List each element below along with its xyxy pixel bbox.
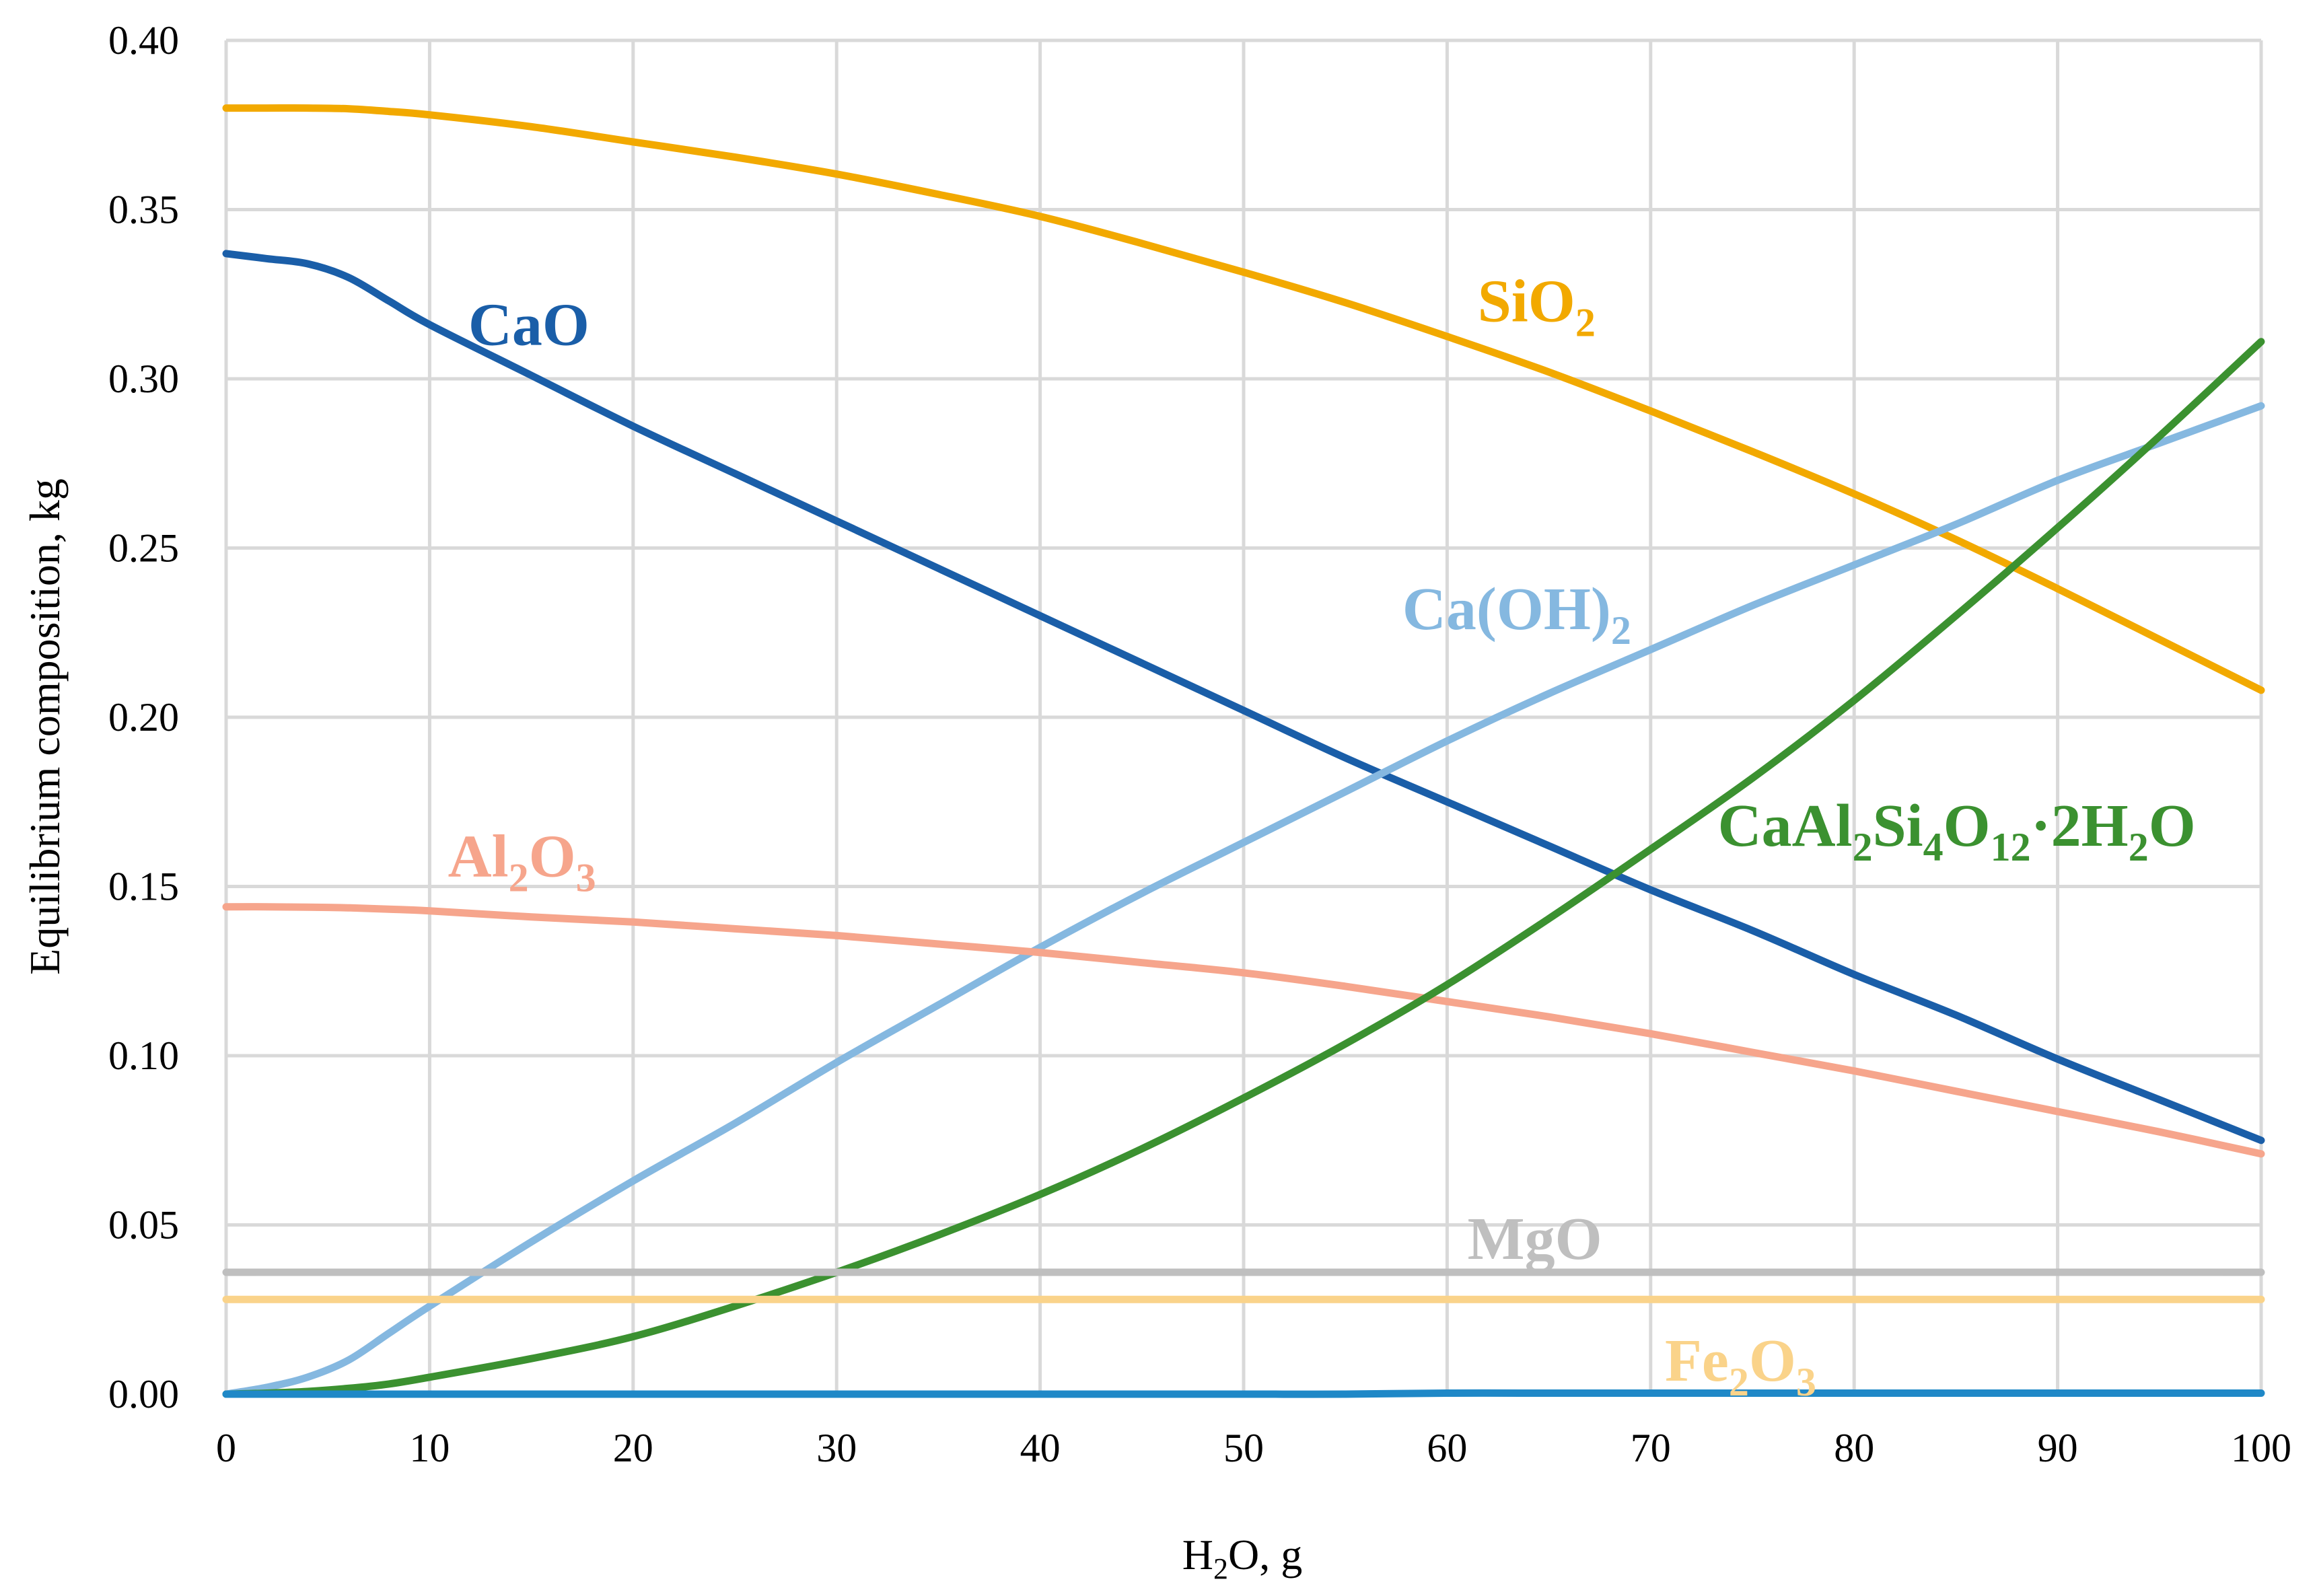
series-label-part: O [2149, 793, 2196, 859]
series-label-sio2: SiO2 [1478, 268, 1596, 344]
series-label-al2o3: Al2O3 [448, 823, 596, 900]
series-line-caal2si4o12 [222, 338, 2265, 1398]
series-labels: SiO2CaOCa(OH)2Al2O3CaAl2Si4O12·2H2OMgOFe… [448, 268, 2196, 1404]
series-lines [222, 104, 2265, 1398]
x-tick-label: 60 [1427, 1426, 1467, 1470]
x-tick-label: 10 [409, 1426, 450, 1470]
y-tick-label: 0.05 [108, 1203, 179, 1247]
series-label-part: CaO [468, 292, 590, 359]
series-label-fe2o3: Fe2O3 [1665, 1328, 1816, 1404]
series-label-part: O [1944, 793, 1991, 859]
y-tick-label: 0.30 [108, 357, 179, 401]
x-tick-label: 80 [1834, 1426, 1874, 1470]
series-label-part: 2 [1575, 300, 1596, 344]
y-axis-ticks: 0.00 0.05 0.10 0.15 0.20 0.25 0.30 0.35 0.40 [108, 18, 179, 1416]
x-axis-ticks: 0 10 20 30 40 50 60 70 80 90 100 [216, 1426, 2291, 1470]
series-label-part: 12 [1991, 825, 2031, 869]
x-tick-label: 70 [1631, 1426, 1671, 1470]
series-label-part: O [1749, 1328, 1796, 1394]
series-label-part: 2 [2129, 825, 2149, 869]
series-label-part: CaAl [1718, 793, 1853, 859]
y-tick-label: 0.10 [108, 1033, 179, 1078]
x-tick-label: 40 [1020, 1426, 1061, 1470]
series-label-part: 3 [576, 855, 596, 900]
series-label-part: Fe [1665, 1328, 1729, 1394]
y-tick-label: 0.40 [108, 18, 179, 63]
series-label-cao: CaO [468, 292, 590, 359]
series-label-part: 2 [1611, 608, 1631, 653]
x-tick-label: 30 [816, 1426, 857, 1470]
series-label-part: MgO [1468, 1206, 1602, 1272]
series-label-part: 2 [509, 855, 529, 900]
y-tick-label: 0.20 [108, 695, 179, 739]
x-tick-label: 100 [2231, 1426, 2291, 1470]
series-label-caoh2: Ca(OH)2 [1402, 576, 1631, 653]
series-label-part: 2 [1853, 825, 1873, 869]
series-label-part: 2 [1729, 1360, 1749, 1404]
x-tick-label: 0 [216, 1426, 236, 1470]
y-tick-label: 0.35 [108, 188, 179, 232]
y-tick-label: 0.00 [108, 1372, 179, 1416]
y-axis-title: Equilibrium composition, kg [21, 478, 69, 975]
series-label-part: 3 [1796, 1360, 1816, 1404]
series-line-sio2 [222, 104, 2265, 694]
series-line-baseline [222, 1389, 2265, 1398]
series-label-part: Al [448, 823, 509, 890]
gridlines [224, 38, 2263, 1396]
y-tick-label: 0.25 [108, 526, 179, 571]
series-label-part: 4 [1923, 825, 1944, 869]
x-tick-label: 90 [2038, 1426, 2078, 1470]
series-label-part: Ca(OH) [1402, 576, 1611, 643]
x-axis-title: H2O, g [1182, 1531, 1302, 1585]
series-line-cao [222, 250, 2265, 1145]
series-line-al2o3 [222, 903, 2265, 1158]
x-tick-label: 50 [1223, 1426, 1264, 1470]
series-label-part: SiO [1478, 268, 1575, 334]
series-label-part: ·2H [2031, 793, 2129, 859]
series-label-part: O [529, 823, 576, 890]
series-label-part: Si [1873, 793, 1923, 859]
y-tick-label: 0.15 [108, 865, 179, 909]
x-tick-label: 20 [613, 1426, 653, 1470]
series-label-mgo: MgO [1468, 1206, 1602, 1272]
series-label-caal2si4o12: CaAl2Si4O12·2H2O [1718, 793, 2196, 869]
